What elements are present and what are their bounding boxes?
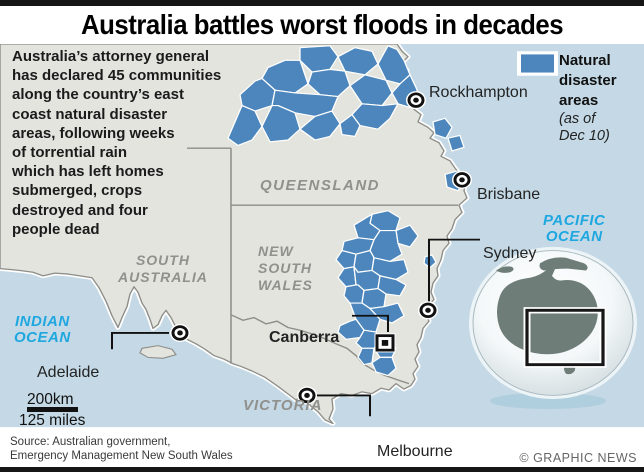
city-label-canberra: Canberra (269, 329, 340, 346)
legend-note: (as of Dec 10) (559, 111, 610, 144)
city-label-adelaide: Adelaide (37, 364, 100, 381)
city-label-brisbane: Brisbane (477, 186, 541, 203)
legend-swatch (517, 51, 558, 76)
state-label-nsw: NEW SOUTH WALES (258, 243, 313, 293)
source-text: Source: Australian government, Emergency… (10, 436, 233, 462)
city-label-melbourne: Melbourne (377, 443, 453, 460)
legend-title: Natural disaster areas (559, 52, 617, 109)
top-rule (0, 0, 644, 6)
page-title: Australia battles worst floods in decade… (80, 9, 564, 40)
ocean-label-indian: INDIAN OCEAN (14, 313, 71, 346)
ocean-label-pacific: PACIFIC OCEAN (543, 212, 606, 245)
state-label-queensland: QUEENSLAND (260, 177, 381, 194)
city-label-rockhampton: Rockhampton (429, 84, 528, 101)
marker-sydney (418, 301, 438, 320)
globe-locator-rect (523, 307, 607, 368)
city-markers (170, 91, 472, 405)
leader-sydney (428, 238, 480, 303)
kangaroo-island (139, 345, 177, 359)
globe-inset (469, 246, 637, 410)
map-canvas (0, 44, 644, 428)
scale-miles: 125 miles (19, 412, 86, 429)
marker-adelaide (170, 323, 190, 343)
state-label-south-australia: SOUTH AUSTRALIA (118, 252, 208, 285)
marker-canberra-capital (374, 333, 396, 353)
leader-adelaide (111, 332, 169, 350)
leader-canberra (352, 314, 389, 333)
marker-rockhampton (406, 91, 426, 110)
state-label-victoria: VICTORIA (243, 397, 323, 414)
marker-brisbane (452, 170, 472, 189)
bottom-rule (0, 467, 644, 472)
leader-lines (111, 238, 480, 417)
disaster-areas (227, 45, 465, 377)
city-label-sydney: Sydney (483, 245, 537, 262)
scale-bar (27, 407, 78, 412)
globe-landmass (496, 257, 598, 375)
disaster-areas-queensland (227, 45, 465, 192)
leader-melbourne (317, 394, 371, 417)
globe-shadow (490, 392, 606, 410)
intro-text: Australia’s attorney general has declare… (12, 48, 222, 238)
scale-km: 200km (27, 391, 74, 408)
credit-text: © GRAPHIC NEWS (519, 451, 637, 465)
marker-melbourne (297, 386, 317, 405)
